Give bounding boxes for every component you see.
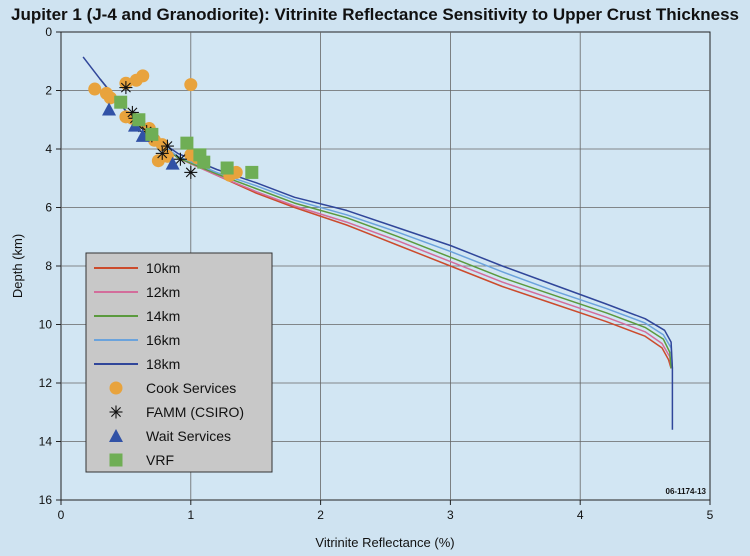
marker-circle	[88, 82, 102, 96]
marker-asterisk	[184, 165, 198, 179]
y-tick-labels: 0 2 4 6 8 10 12 14 16	[39, 25, 61, 507]
marker-square	[220, 161, 234, 175]
y-tick-label: 4	[45, 142, 52, 156]
marker-asterisk	[119, 81, 133, 95]
legend-marker-circle	[109, 381, 123, 395]
marker-asterisk	[173, 152, 187, 166]
y-tick-label: 2	[45, 84, 52, 98]
marker-asterisk	[160, 139, 174, 153]
legend-label: Wait Services	[146, 428, 231, 444]
legend-marker-square	[109, 453, 123, 467]
legend-marker-asterisk	[109, 405, 123, 419]
legend-label: 16km	[146, 332, 180, 348]
x-axis-label: Vitrinite Reflectance (%)	[315, 535, 454, 550]
reference-code: 06-1174-13	[666, 487, 707, 496]
legend-label: VRF	[146, 452, 174, 468]
y-tick-label: 8	[45, 259, 52, 273]
y-axis-label: Depth (km)	[10, 234, 25, 298]
marker-square	[197, 155, 211, 169]
series-line-16km	[99, 78, 674, 369]
marker-asterisk	[155, 146, 169, 160]
marker-square	[180, 136, 194, 150]
marker-square	[114, 95, 128, 109]
x-tick-label: 4	[577, 508, 584, 522]
marker-square	[132, 113, 146, 127]
legend-label: 12km	[146, 284, 180, 300]
y-tick-label: 10	[39, 318, 53, 332]
legend-label: 14km	[146, 308, 180, 324]
y-tick-label: 12	[39, 376, 53, 390]
marker-circle	[103, 91, 117, 105]
y-tick-label: 14	[39, 435, 53, 449]
legend: 10km 12km 14km 16km 18km Cook Services FAMM (C…	[85, 252, 273, 473]
x-tick-label: 0	[58, 508, 65, 522]
marker-square	[245, 165, 259, 179]
y-tick-label: 0	[45, 25, 52, 39]
x-tick-labels: 0 1 2 3 4 5	[58, 500, 714, 522]
marker-square	[145, 127, 159, 141]
legend-label: FAMM (CSIRO)	[146, 404, 244, 420]
marker-circle	[184, 78, 198, 92]
legend-label: Cook Services	[146, 380, 236, 396]
marker-points	[88, 69, 259, 182]
marker-triangle	[102, 102, 117, 116]
x-tick-label: 1	[187, 508, 194, 522]
marker-triangle	[165, 156, 180, 170]
x-tick-label: 5	[707, 508, 714, 522]
legend-label: 18km	[146, 356, 180, 372]
chart-title: Jupiter 1 (J-4 and Granodiorite): Vitrin…	[11, 5, 739, 24]
marker-circle	[136, 69, 150, 83]
x-tick-label: 3	[447, 508, 454, 522]
y-tick-label: 6	[45, 201, 52, 215]
x-tick-label: 2	[317, 508, 324, 522]
legend-marker-triangle	[109, 429, 123, 442]
y-tick-label: 16	[39, 493, 53, 507]
legend-label: 10km	[146, 260, 180, 276]
